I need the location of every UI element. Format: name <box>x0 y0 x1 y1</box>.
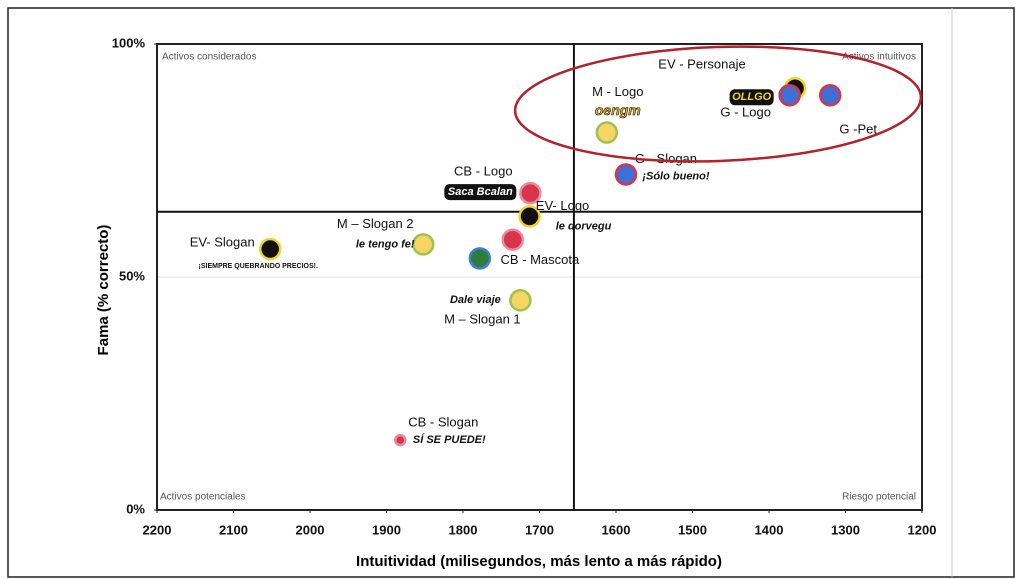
point-label: CB - Logo <box>454 164 513 179</box>
point <box>616 164 636 184</box>
x-tick-label: 1300 <box>831 522 860 537</box>
x-tick-label: 1700 <box>525 522 554 537</box>
logo-text: le dorvegu <box>556 220 612 232</box>
logo-text: OLLGO <box>732 91 772 103</box>
y-tick-label: 50% <box>119 268 145 283</box>
point <box>780 85 800 105</box>
logo-text: SÍ SE PUEDE! <box>413 433 486 446</box>
x-tick-label: 2100 <box>219 522 248 537</box>
point-label: G -Pet <box>839 122 877 137</box>
x-tick-label: 1600 <box>602 522 631 537</box>
chart: Intuitividad (milisegundos, más lento a … <box>0 0 1022 579</box>
point-label: EV- Logo <box>536 198 590 213</box>
point <box>503 230 523 250</box>
point-label: EV - Personaje <box>658 57 745 72</box>
quadrant-label: Activos considerados <box>162 52 257 63</box>
x-tick-label: 2000 <box>296 522 325 537</box>
point <box>597 123 617 143</box>
point-label: M – Slogan 2 <box>337 216 414 231</box>
point <box>820 85 840 105</box>
point <box>260 239 280 259</box>
x-tick-label: 1400 <box>755 522 784 537</box>
point <box>510 290 530 310</box>
point <box>395 435 405 445</box>
x-axis-title: Intuitividad (milisegundos, más lento a … <box>356 553 722 570</box>
quadrant-label: Activos potenciales <box>160 492 246 503</box>
point-label: CB - Mascota <box>500 252 580 267</box>
x-tick-label: 1500 <box>678 522 707 537</box>
point-label: G - Slogan <box>635 151 697 166</box>
point <box>470 248 490 268</box>
point-label: M - Logo <box>592 84 643 99</box>
x-tick-label: 1900 <box>372 522 401 537</box>
logo-text: oengm <box>595 102 641 118</box>
y-tick-label: 100% <box>112 35 146 50</box>
point <box>413 234 433 254</box>
point-label: EV- Slogan <box>190 234 255 249</box>
logo-text: ¡Sólo bueno! <box>642 170 710 182</box>
point-label: CB - Slogan <box>408 415 478 430</box>
logo-text: ¡SIEMPRE QUEBRANDO PRECIOS!. <box>199 263 318 270</box>
logo-text: Saca Bcalan <box>448 186 513 198</box>
logo-text: Dale viaje <box>450 294 501 306</box>
y-axis-title: Fama (% correcto) <box>95 225 112 356</box>
x-tick-label: 1800 <box>449 522 478 537</box>
point-label: M – Slogan 1 <box>444 312 521 327</box>
plot: 0% 50% 100% 2200 2100 2000 1900 1800 1700 1600 150… <box>112 35 937 537</box>
x-tick-label: 2200 <box>143 522 172 537</box>
quadrant-label: Riesgo potencial <box>842 492 916 503</box>
logo-text: le tengo fe! <box>356 238 415 250</box>
point-label: G - Logo <box>720 105 771 120</box>
y-tick-label: 0% <box>126 501 145 516</box>
x-tick-label: 1200 <box>908 522 937 537</box>
